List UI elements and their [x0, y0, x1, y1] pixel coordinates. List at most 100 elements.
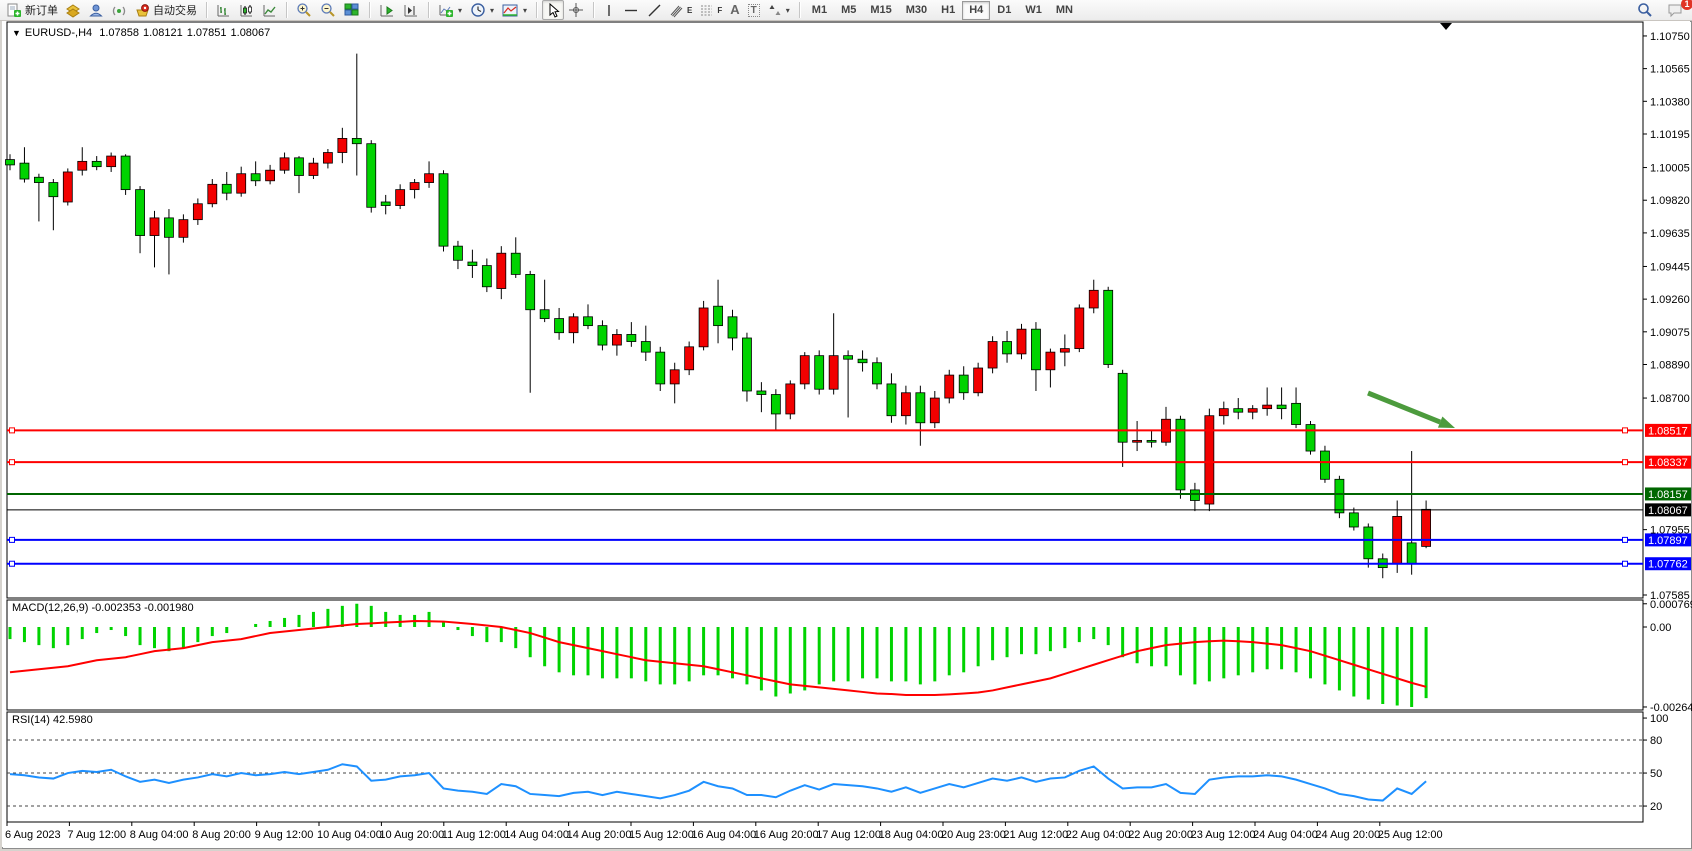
fibonacci-button[interactable]: F [696, 0, 726, 20]
candle-body[interactable] [192, 203, 203, 221]
candle-body[interactable] [597, 325, 608, 346]
candle-body[interactable] [872, 362, 882, 385]
time-axis[interactable]: 6 Aug 2023 7 Aug 12:00 8 Aug 04:00 8 Aug 20… [5, 822, 1443, 841]
trendline-button[interactable] [643, 0, 666, 20]
candle-body[interactable] [149, 217, 160, 236]
candle-body[interactable] [612, 334, 622, 346]
channel-button[interactable]: E [666, 0, 696, 20]
candle-body[interactable] [1348, 512, 1359, 528]
candle-body[interactable] [496, 252, 507, 289]
text-button[interactable]: A [726, 0, 743, 20]
candle-body[interactable] [19, 162, 30, 180]
tile-windows-button[interactable] [340, 0, 364, 20]
timeframe-button-m5[interactable]: M5 [841, 4, 857, 16]
line-handle[interactable] [1622, 560, 1628, 567]
macd-panel[interactable] [6, 599, 1644, 711]
horizontal-lines-layer[interactable]: 1.08517 1.08337 1.08157 1.07897 1.07762 [7, 423, 1691, 571]
candle-body[interactable] [135, 189, 145, 236]
candle-body[interactable] [1031, 328, 1041, 371]
candle-body[interactable] [250, 173, 261, 182]
candle-body[interactable] [1262, 404, 1273, 410]
candle-body[interactable] [1363, 526, 1374, 560]
candle-body[interactable] [322, 152, 333, 164]
timeframe-button-h4[interactable]: H4 [962, 0, 991, 20]
candle-body[interactable] [351, 138, 362, 145]
timeframe-button-m30[interactable]: M30 [905, 4, 928, 16]
candle-body[interactable] [91, 160, 102, 168]
crosshair-button[interactable] [564, 0, 588, 20]
line-handle[interactable] [1622, 459, 1628, 466]
candle-body[interactable] [669, 369, 680, 385]
zoom-out-button[interactable] [316, 0, 340, 20]
candle-body[interactable] [1334, 478, 1345, 514]
timeframe-button-w1[interactable]: W1 [1025, 4, 1042, 16]
line-handle[interactable] [9, 459, 15, 466]
candle-body[interactable] [857, 358, 868, 364]
candle-body[interactable] [727, 316, 738, 339]
candle-body[interactable] [901, 392, 911, 417]
timeframe-button-m1[interactable]: M1 [811, 4, 828, 16]
candle-body[interactable] [1320, 450, 1330, 480]
line-handle[interactable] [9, 560, 15, 567]
candle-body[interactable] [337, 138, 348, 153]
candle-body[interactable] [1421, 508, 1431, 547]
candle-body[interactable] [583, 316, 593, 327]
candle-body[interactable] [207, 183, 218, 205]
candle-body[interactable] [1276, 404, 1287, 410]
candle-body[interactable] [987, 341, 998, 369]
candle-body[interactable] [828, 355, 839, 390]
candle-body[interactable] [48, 182, 59, 198]
profile-button[interactable] [85, 0, 108, 20]
vertical-line-button[interactable] [599, 0, 619, 20]
candle-body[interactable] [467, 261, 478, 266]
zoom-in-button[interactable] [292, 0, 316, 20]
candle-body[interactable] [1088, 289, 1099, 309]
candle-body[interactable] [453, 245, 463, 261]
candle-body[interactable] [164, 217, 174, 238]
candle-body[interactable] [1002, 341, 1012, 355]
candle-body[interactable] [106, 155, 117, 168]
candlestick-chart-button[interactable] [235, 0, 258, 20]
candle-body[interactable] [1146, 440, 1157, 443]
candle-body[interactable] [1190, 489, 1200, 501]
candle-body[interactable] [843, 355, 853, 360]
candle-body[interactable] [944, 374, 955, 399]
main-panel[interactable] [6, 21, 1644, 599]
candle-body[interactable] [1305, 424, 1316, 452]
candle-body[interactable] [221, 183, 232, 194]
candle-body[interactable] [236, 173, 247, 194]
bar-chart-button[interactable] [212, 0, 235, 20]
candle-body[interactable] [539, 309, 550, 319]
line-handle[interactable] [9, 427, 15, 434]
candle-body[interactable] [1074, 307, 1085, 349]
candle-body[interactable] [525, 274, 536, 311]
candle-body[interactable] [1103, 289, 1114, 365]
timeframe-button-h1[interactable]: H1 [941, 4, 956, 16]
candle-body[interactable] [1218, 408, 1229, 417]
candle-body[interactable] [626, 334, 637, 342]
shapes-button[interactable]: ▾ [764, 0, 794, 20]
candle-body[interactable] [1204, 415, 1215, 505]
candle-body[interactable] [1132, 440, 1142, 443]
candle-body[interactable] [178, 219, 189, 238]
label-button[interactable]: T [744, 0, 764, 20]
candle-body[interactable] [424, 173, 434, 183]
price-axis[interactable]: 1.10750 1.10565 1.10380 1.10195 1.10005 1.098… [1643, 31, 1690, 602]
candle-body[interactable] [1233, 408, 1244, 413]
candle-body[interactable] [814, 355, 825, 390]
rsi-panel[interactable] [6, 711, 1644, 823]
line-chart-button[interactable] [258, 0, 281, 20]
candle-body[interactable] [366, 143, 377, 208]
candle-body[interactable] [510, 252, 521, 275]
period-button[interactable]: ▾ [466, 0, 498, 20]
candle-body[interactable] [799, 355, 810, 385]
candle-body[interactable] [308, 162, 319, 176]
auto-scroll-button[interactable] [375, 0, 399, 20]
candle-body[interactable] [34, 176, 44, 183]
candle-body[interactable] [770, 394, 781, 415]
candle-body[interactable] [77, 160, 88, 171]
candle-body[interactable] [62, 171, 73, 203]
candle-body[interactable] [1045, 351, 1056, 371]
trend-arrow-object[interactable] [1367, 390, 1455, 428]
signals-button[interactable] [108, 0, 131, 20]
